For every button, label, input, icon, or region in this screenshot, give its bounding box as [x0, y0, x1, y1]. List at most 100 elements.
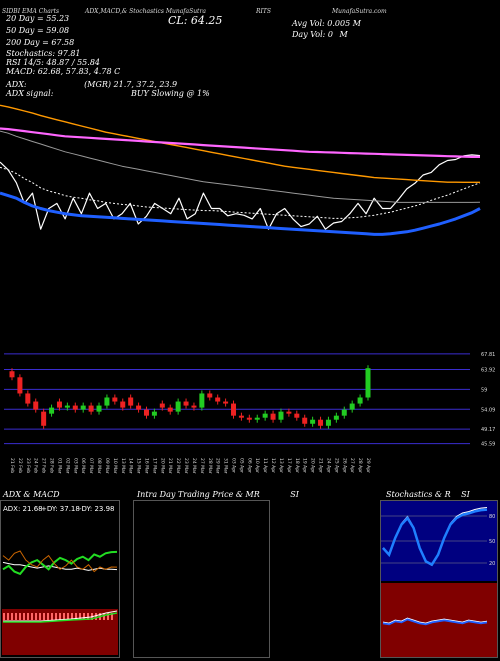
candle-body: [56, 401, 62, 408]
macd-signal-line: [3, 612, 118, 623]
date-tick-label: 28 Apr: [357, 458, 363, 473]
macd-histogram-bar: [67, 613, 69, 620]
date-tick-label: 03 Apr: [231, 458, 237, 473]
macd-histogram-bar: [107, 613, 109, 620]
adx-panel-title: ADX & MACD: [3, 490, 60, 499]
date-tick-label: 27 Mar: [199, 458, 205, 474]
adx-label: ADX:: [6, 80, 27, 89]
adx-series-line: [2, 550, 118, 576]
candle-body: [143, 409, 149, 416]
candle-body: [41, 411, 47, 426]
top-line-4: MunafaSutra.com: [332, 8, 387, 15]
date-tick-label: 18 Apr: [294, 458, 300, 473]
date-tick-label: 28 Feb: [49, 458, 55, 473]
macd-line: [3, 610, 118, 622]
candle-body: [120, 401, 126, 408]
ma50-value: 59.08: [46, 26, 70, 35]
date-tick-label: 22 Mar: [175, 458, 181, 474]
macd-histogram-bar: [71, 613, 73, 620]
price-level-label: 49.17: [481, 427, 495, 433]
candle-body: [262, 413, 268, 418]
candle-body: [246, 417, 252, 420]
macd-histogram-bar: [19, 613, 21, 620]
date-tick-label: 07 Mar: [88, 458, 94, 474]
stoch-title-si: SI: [461, 490, 470, 499]
candle-body: [199, 393, 205, 408]
date-tick-label: 13 Mar: [120, 458, 126, 474]
date-tick-label: 24 Mar: [191, 458, 197, 474]
candle-body: [286, 411, 292, 414]
stoch-panel-svg: 80 50 20: [381, 501, 497, 657]
candle-body: [33, 401, 39, 410]
candle-body: [25, 393, 31, 404]
adx-value: (MGR) 21.7, 37.2, 23.9: [84, 80, 178, 89]
date-tick-label: 12 Apr: [270, 458, 276, 473]
macd-values: MACD: 62.68, 57.83, 4.78: [6, 67, 112, 76]
intra-title-text: Intra Day Trading Price & MR: [137, 490, 260, 499]
date-tick-label: 16 Mar: [143, 458, 149, 474]
date-tick-label: 13 Apr: [278, 458, 284, 473]
macd-histogram-bar: [95, 613, 97, 620]
macd-histogram-bar: [27, 613, 29, 620]
date-tick-label: 21 Mar: [167, 458, 173, 474]
candle-body: [357, 397, 363, 404]
date-tick-label: 24 Feb: [33, 458, 39, 473]
macd-histogram-bar: [43, 613, 45, 620]
date-tick-label: 19 Apr: [302, 458, 308, 473]
candle-body: [128, 397, 134, 406]
candle-body: [215, 397, 221, 402]
candle-body: [191, 405, 197, 408]
date-tick-label: 21 Feb: [9, 458, 15, 473]
candle-body: [302, 417, 308, 424]
date-tick-label: 26 Apr: [341, 458, 347, 473]
lower-band-line: [0, 191, 481, 236]
stoch-tick-label: 20: [489, 561, 495, 567]
date-tick-label: 20 Apr: [310, 458, 316, 473]
ma20-info: 20 Day = 55.23: [6, 14, 69, 23]
candle-body: [310, 419, 316, 424]
ema20-line: [0, 166, 481, 219]
candle-body: [349, 403, 355, 410]
price-level-label: 45.59: [481, 442, 495, 448]
candle-body: [223, 401, 229, 404]
candle-body: [72, 405, 78, 410]
date-tick-label: 11 Apr: [262, 458, 268, 473]
ma200-label: 200 Day: [6, 38, 40, 47]
adx-legend-item: -DY: 23.98: [79, 505, 115, 513]
date-tick-label: 31 Mar: [223, 458, 229, 474]
macd-signal: C: [114, 67, 121, 76]
top-line-2: ADX,MACD,& Stochastics MunafaSutra: [85, 8, 206, 15]
date-tick-label: 24 Apr: [325, 458, 331, 473]
intra-panel: [133, 500, 270, 658]
date-tick-label: 01 Mar: [56, 458, 62, 474]
macd-histogram-bar: [79, 613, 81, 620]
stochastics-signal-line: [382, 508, 488, 567]
candle-body: [278, 411, 284, 420]
adx-series-line: [2, 550, 118, 573]
date-tick-label: 22 Feb: [17, 458, 23, 473]
macd-histogram-bar: [55, 613, 57, 620]
date-tick-label: 23 Mar: [183, 458, 189, 474]
candle-body: [294, 413, 300, 418]
ema-chart: [0, 104, 481, 236]
adx-info: ADX: (MGR) 21.7, 37.2, 23.9: [6, 80, 177, 89]
macd-histogram-bar: [31, 613, 33, 620]
macd-histogram-bar: [111, 613, 113, 620]
candle-body: [96, 405, 102, 412]
candle-body: [231, 403, 237, 416]
day-vol-value: Day Vol: 0: [292, 30, 333, 39]
date-tick-label: 10 Mar: [112, 458, 118, 474]
adx-panel: ADX: 21.68 +DY: 37.18 -DY: 23.98: [0, 500, 120, 658]
candle-body: [207, 393, 213, 398]
stoch-tick-label: 80: [489, 514, 495, 520]
candle-body: [151, 411, 157, 416]
close-price: CL: 64.25: [168, 14, 223, 27]
ma200-sep: =: [42, 38, 49, 47]
candle-body: [365, 368, 371, 398]
price-line: [0, 154, 481, 230]
candle-body: [270, 413, 276, 420]
macd-histogram-bar: [87, 613, 89, 620]
adx-panel-svg: ADX: 21.68+DY: 37.18 -DY: 23.98: [2, 505, 118, 655]
macd-histogram-bar: [83, 613, 85, 620]
date-tick-label: 03 Mar: [72, 458, 78, 474]
